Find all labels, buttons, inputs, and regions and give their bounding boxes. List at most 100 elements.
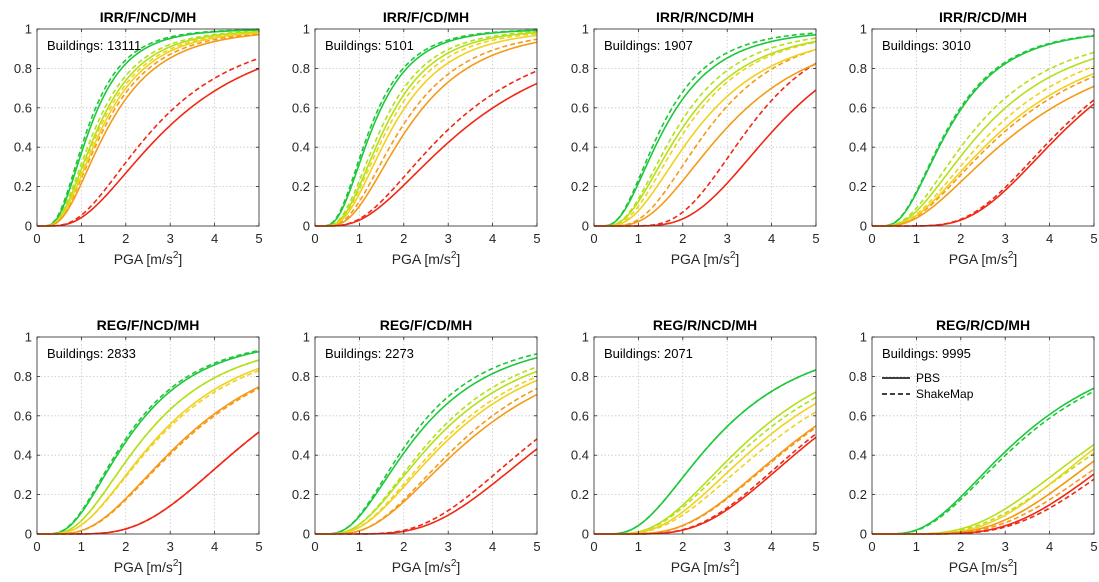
y-tick-label: 0.6 <box>14 100 32 115</box>
x-tick-label: 1 <box>635 231 642 246</box>
x-tick-label: 2 <box>679 231 686 246</box>
y-tick-label: 0.4 <box>292 448 310 463</box>
x-tick-label: 1 <box>356 231 363 246</box>
plot-area <box>315 29 537 226</box>
dashed-curve-ds4 <box>315 38 538 227</box>
x-tick-label: 4 <box>1046 539 1053 554</box>
buildings-count: Buildings: 2071 <box>604 346 693 361</box>
x-tick-label: 4 <box>1046 231 1053 246</box>
x-tick-label: 5 <box>255 539 262 554</box>
y-tick-label: 0.2 <box>292 487 310 502</box>
y-tick-label: 0.6 <box>571 100 589 115</box>
solid-curve-ds3 <box>37 367 260 535</box>
panel-3: 0 1 2 3 4 5 0 0.2 0.4 0.6 0.8 1 IRR/R/NCD/MH Building… <box>571 9 820 267</box>
x-tick-label: 0 <box>311 231 318 246</box>
y-tick-label: 0.8 <box>849 61 867 76</box>
solid-curve-ds3 <box>315 379 538 535</box>
x-tick-label: 4 <box>211 539 218 554</box>
x-tick-label: 5 <box>812 231 819 246</box>
y-tick-label: 0 <box>25 527 32 542</box>
buildings-count: Buildings: 1907 <box>604 38 693 53</box>
x-tick-label: 2 <box>122 539 129 554</box>
x-axis-label: PGA [m/s2] <box>114 250 183 267</box>
y-tick-label: 0.6 <box>849 408 867 423</box>
solid-curve-ds4 <box>37 386 260 535</box>
x-tick-label: 3 <box>167 539 174 554</box>
y-tick-label: 0.2 <box>849 487 867 502</box>
x-axis-label: PGA [m/s2] <box>392 250 461 267</box>
dashed-curve-ds3 <box>594 411 817 535</box>
solid-curve-ds1 <box>594 33 817 227</box>
panel-5: 0 1 2 3 4 5 0 0.2 0.4 0.6 0.8 1 REG/F/NCD/MH Building… <box>14 317 263 575</box>
x-axis-label: PGA [m/s2] <box>949 558 1018 575</box>
x-tick-label: 5 <box>1090 231 1097 246</box>
solid-curve-ds4 <box>315 393 538 535</box>
y-tick-label: 0.8 <box>292 61 310 76</box>
panel-6: 0 1 2 3 4 5 0 0.2 0.4 0.6 0.8 1 REG/F/CD/MH Buildings… <box>292 317 541 575</box>
y-tick-label: 0.4 <box>571 140 589 155</box>
dashed-curve-ds2 <box>315 31 538 227</box>
solid-curve-ds1 <box>872 35 1095 227</box>
y-tick-label: 1 <box>25 22 32 37</box>
axes-box <box>314 28 538 227</box>
plot-area <box>594 337 816 534</box>
y-tick-label: 0.6 <box>292 100 310 115</box>
x-tick-label: 1 <box>356 539 363 554</box>
dashed-curve-ds3 <box>37 369 260 535</box>
dashed-curve-ds3 <box>315 32 538 227</box>
legend-label: PBS <box>916 371 940 385</box>
axes-box <box>314 336 538 535</box>
x-tick-label: 0 <box>590 231 597 246</box>
axes-box <box>593 336 817 535</box>
dashed-curve-ds2 <box>872 51 1095 227</box>
x-tick-label: 4 <box>768 231 775 246</box>
panel-title: REG/R/CD/MH <box>936 317 1030 333</box>
panel-1: 0 1 2 3 4 5 0 0.2 0.4 0.6 0.8 1 IRR/F/NCD/MH Building… <box>14 9 263 267</box>
x-tick-label: 1 <box>78 231 85 246</box>
solid-curve-ds2 <box>872 57 1095 227</box>
dashed-curve-ds2 <box>594 37 817 227</box>
solid-curve-ds3 <box>594 48 817 227</box>
solid-curve-ds1 <box>872 387 1095 535</box>
y-tick-label: 1 <box>303 22 310 37</box>
solid-curve-ds1 <box>594 369 817 535</box>
axes-box <box>871 28 1095 227</box>
dashed-curve-ds3 <box>872 65 1095 227</box>
axes-box <box>36 336 260 535</box>
panel-4: 0 1 2 3 4 5 0 0.2 0.4 0.6 0.8 1 IRR/R/CD/MH Buildings… <box>849 9 1098 267</box>
x-axis-label: PGA [m/s2] <box>671 558 740 575</box>
x-tick-label: 1 <box>78 539 85 554</box>
dashed-curve-ds4 <box>594 48 817 227</box>
x-tick-label: 0 <box>33 231 40 246</box>
dashed-curve-ds2 <box>37 30 260 227</box>
dashed-curve-ds1 <box>872 390 1095 535</box>
dashed-curve-ds1 <box>315 29 538 227</box>
x-tick-label: 1 <box>913 539 920 554</box>
y-tick-label: 0.2 <box>571 179 589 194</box>
solid-curve-ds3 <box>872 72 1095 227</box>
solid-curve-ds4 <box>594 63 817 227</box>
y-tick-label: 0 <box>303 219 310 234</box>
solid-curve-ds3 <box>37 31 260 227</box>
panel-title: IRR/R/NCD/MH <box>656 9 754 25</box>
x-axis-label: PGA [m/s2] <box>671 250 740 267</box>
y-tick-label: 0.2 <box>292 179 310 194</box>
x-tick-label: 3 <box>724 539 731 554</box>
plot-area <box>594 29 816 226</box>
x-tick-label: 2 <box>122 231 129 246</box>
x-axis-label: PGA [m/s2] <box>392 558 461 575</box>
solid-curve-ds1 <box>37 29 260 227</box>
solid-curve-ds1 <box>315 29 538 227</box>
y-tick-label: 0 <box>582 219 589 234</box>
x-tick-label: 5 <box>255 231 262 246</box>
x-tick-label: 4 <box>489 539 496 554</box>
x-tick-label: 2 <box>957 539 964 554</box>
plot-area <box>872 337 1094 534</box>
x-tick-label: 0 <box>868 231 875 246</box>
y-tick-label: 1 <box>582 22 589 37</box>
solid-curve-ds1 <box>315 356 538 535</box>
y-tick-label: 0.4 <box>292 140 310 155</box>
y-tick-label: 0.2 <box>14 179 32 194</box>
x-tick-label: 0 <box>868 539 875 554</box>
solid-curve-ds1 <box>37 350 260 535</box>
